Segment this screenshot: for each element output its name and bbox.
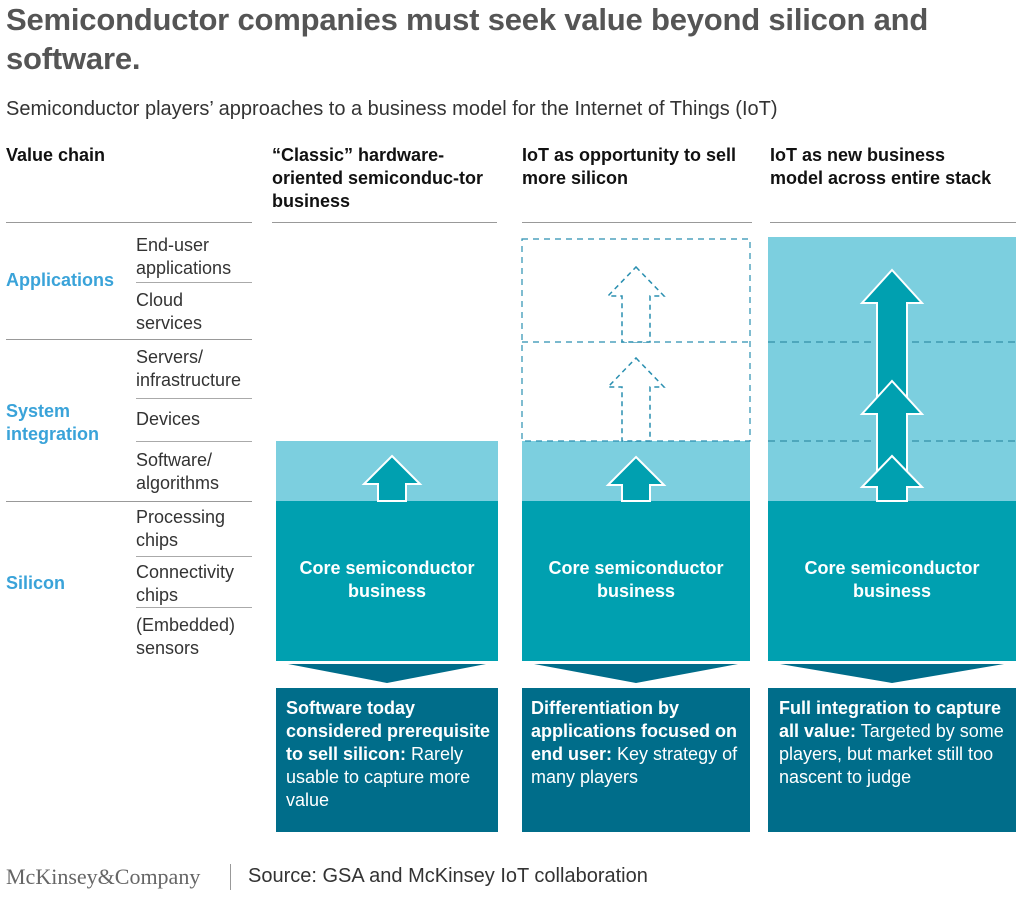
layer-cloud-services: Cloud services	[136, 290, 203, 333]
core-business-label: Core semiconductor business	[299, 558, 475, 601]
approach-box-new-model	[768, 688, 1016, 832]
column-header-new-model: IoT as new business model across entire …	[770, 145, 992, 188]
core-business-label: Core semiconductor business	[804, 558, 980, 601]
approach-text-new-model: Full integration to capture all value: T…	[779, 698, 1004, 787]
chevron-down-icon	[780, 664, 1004, 683]
layer-servers-infrastructure: Servers/ infrastructure	[136, 347, 242, 390]
approach-box-sell-silicon	[522, 688, 750, 832]
category-applications: Applications	[6, 270, 115, 290]
arrow-up-icon	[859, 454, 925, 502]
core-business-block	[768, 501, 1016, 661]
layer-divider	[136, 556, 252, 557]
layer-divider	[136, 282, 252, 283]
layer-connectivity-chips: Connectivity chips	[136, 562, 235, 605]
layer-software-algorithms: Software/ algorithms	[136, 450, 220, 493]
category-divider	[6, 501, 252, 502]
layer-devices: Devices	[136, 409, 201, 429]
page-title: Semiconductor companies must seek value …	[6, 2, 929, 76]
page-subtitle: Semiconductor players’ approaches to a b…	[6, 98, 778, 120]
core-business-label: Core semiconductor business	[548, 558, 724, 601]
header-rule	[770, 222, 1016, 223]
header-rule	[6, 222, 252, 223]
source-note: Source: GSA and McKinsey IoT collaborati…	[248, 865, 648, 887]
layer-processing-chips: Processing chips	[136, 507, 226, 550]
core-business-block	[276, 501, 498, 661]
footer-separator	[230, 864, 231, 890]
chevron-down-icon	[534, 664, 738, 683]
column-header-classic: “Classic” hardware-oriented semiconduc-t…	[272, 145, 484, 211]
header-rule	[272, 222, 497, 223]
layer-embedded-sensors: (Embedded) sensors	[136, 615, 236, 658]
category-divider	[6, 339, 252, 340]
mckinsey-logo: McKinsey&Company	[6, 864, 201, 889]
layer-divider	[136, 441, 252, 442]
arrow-up-icon	[605, 455, 667, 502]
approach-text-sell-silicon: Differentiation by applications focused …	[531, 698, 738, 787]
layer-end-user-applications: End-user applications	[136, 235, 232, 278]
category-silicon: Silicon	[6, 573, 66, 593]
layer-divider	[136, 607, 252, 608]
arrow-up-icon	[361, 454, 423, 502]
category-system-integration: System integration	[6, 401, 99, 444]
chevron-down-icon	[288, 664, 486, 683]
dashed-arrow-up-icon	[606, 356, 666, 442]
approach-text-classic: Software today considered prerequisite t…	[286, 698, 491, 810]
header-rule	[522, 222, 752, 223]
approach-box-classic	[276, 688, 498, 832]
value-chain-header: Value chain	[6, 145, 106, 165]
dashed-arrow-up-icon	[606, 265, 666, 343]
layer-divider	[136, 398, 252, 399]
column-header-sell-silicon: IoT as opportunity to sell more silicon	[522, 145, 737, 188]
core-business-block	[522, 501, 750, 661]
